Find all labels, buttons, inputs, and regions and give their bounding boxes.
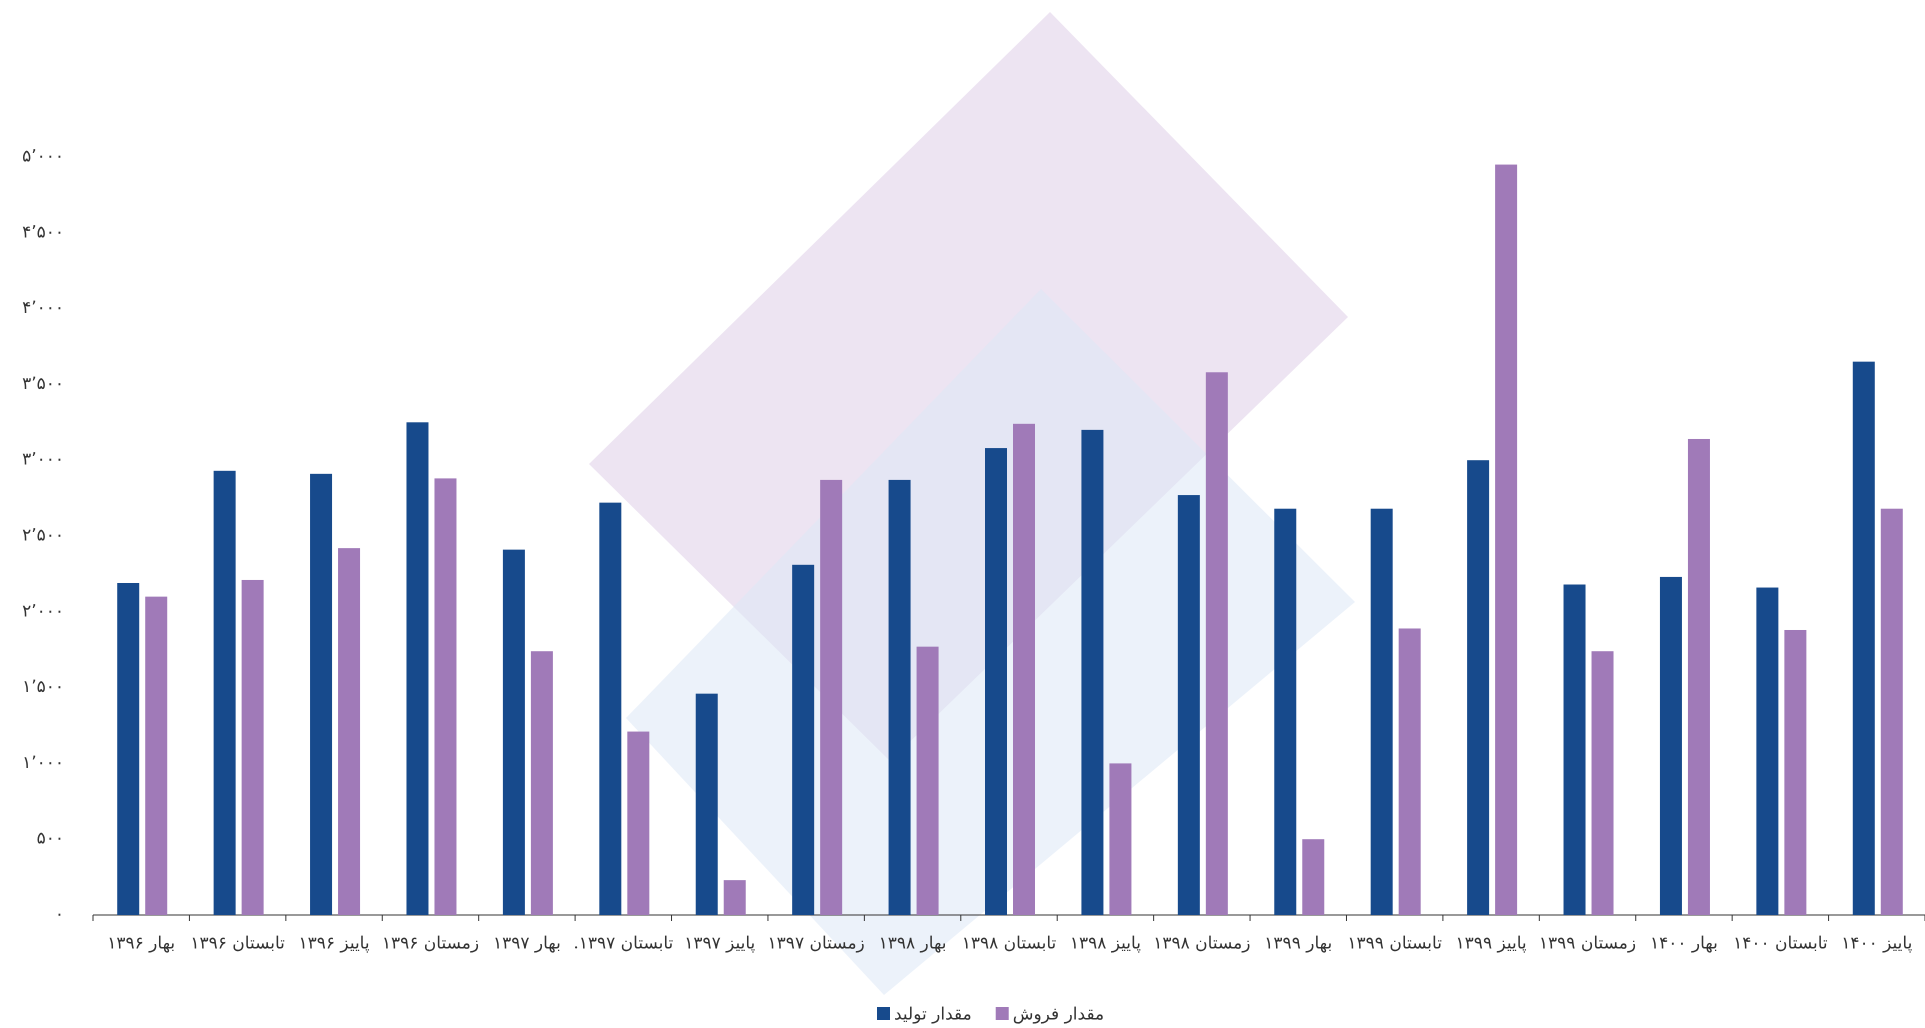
bar <box>502 549 525 915</box>
legend-swatch <box>877 1007 890 1020</box>
bar <box>1756 587 1779 915</box>
bar <box>1495 164 1518 915</box>
x-tick-label: پاییز ۱۳۹۶ <box>299 934 370 954</box>
bar <box>434 478 457 915</box>
bar <box>1687 438 1710 915</box>
x-tick-label: زمستان ۱۳۹۷ <box>768 934 865 954</box>
bar <box>1370 508 1393 915</box>
bar <box>117 582 140 915</box>
bar <box>1852 361 1875 915</box>
bar <box>888 479 911 915</box>
bar <box>1302 839 1325 915</box>
y-tick-label: ۲٬۵۰۰ <box>22 526 64 546</box>
y-tick-label: ۲٬۰۰۰ <box>22 601 64 621</box>
bar <box>241 579 264 915</box>
bar <box>1880 508 1903 915</box>
y-tick-label: ۴٬۵۰۰ <box>22 222 64 242</box>
x-tick-label: تابستان ۱۳۹۷. <box>573 934 673 954</box>
bar <box>1274 508 1297 915</box>
bar <box>627 731 650 915</box>
bar <box>1177 495 1200 915</box>
x-tick-label: زمستان ۱۳۹۸ <box>1153 934 1250 954</box>
bar <box>1591 651 1614 915</box>
x-tick-label: بهار ۱۳۹۷ <box>493 934 561 954</box>
y-tick-label: ۱٬۵۰۰ <box>22 677 64 697</box>
x-tick-label: تابستان ۱۳۹۶ <box>190 934 285 954</box>
bar <box>213 470 236 915</box>
x-tick-label: تابستان ۱۳۹۸ <box>962 934 1057 954</box>
y-tick-label: ۰ <box>55 905 64 925</box>
bar <box>1013 423 1035 915</box>
x-tick-label: بهار ۱۳۹۸ <box>879 934 947 954</box>
x-tick-label: زمستان ۱۳۹۶ <box>382 934 479 954</box>
x-tick-label: بهار ۱۳۹۶ <box>107 934 175 954</box>
bar <box>599 502 622 915</box>
x-tick-label: تابستان ۱۳۹۹ <box>1347 934 1442 954</box>
bar <box>820 479 843 915</box>
bar <box>1659 576 1682 915</box>
y-tick-label: ۳٬۵۰۰ <box>22 374 64 394</box>
y-tick-label: ۱٬۰۰۰ <box>22 753 64 773</box>
bar <box>406 422 429 915</box>
bar <box>530 651 553 915</box>
bar <box>145 596 168 915</box>
bar <box>1109 763 1132 915</box>
bar <box>792 564 815 915</box>
bar <box>1784 629 1807 915</box>
x-tick-label: پاییز ۱۳۹۹ <box>1456 934 1527 954</box>
x-tick-label: تابستان ۱۴۰۰ <box>1733 934 1828 954</box>
bar <box>338 548 361 915</box>
x-tick-label: بهار ۱۳۹۹ <box>1264 934 1332 954</box>
x-tick-label: پاییز ۱۴۰۰ <box>1841 934 1912 954</box>
x-tick-label: پاییز ۱۳۹۷ <box>684 934 755 954</box>
bar <box>1081 429 1104 915</box>
bar <box>985 448 1007 915</box>
bar <box>310 473 333 915</box>
legend-swatch <box>995 1007 1009 1020</box>
y-tick-label: ۵۰۰ <box>37 829 64 849</box>
legend-label: مقدار فروش <box>1013 1005 1104 1025</box>
bar <box>1563 584 1586 915</box>
y-tick-label: ۵٬۰۰۰ <box>22 147 64 167</box>
x-tick-label: بهار ۱۴۰۰ <box>1650 934 1718 954</box>
bar <box>1398 628 1421 915</box>
bar <box>695 693 718 915</box>
y-tick-label: ۳٬۰۰۰ <box>22 450 64 470</box>
x-tick-label: زمستان ۱۳۹۹ <box>1539 934 1636 954</box>
bar <box>916 646 939 915</box>
legend-label: مقدار تولید <box>894 1005 972 1025</box>
bar <box>1467 460 1490 915</box>
bar <box>1205 372 1228 916</box>
bar <box>723 880 746 915</box>
x-tick-label: پاییز ۱۳۹۸ <box>1070 934 1141 954</box>
y-tick-label: ۴٬۰۰۰ <box>22 298 64 318</box>
